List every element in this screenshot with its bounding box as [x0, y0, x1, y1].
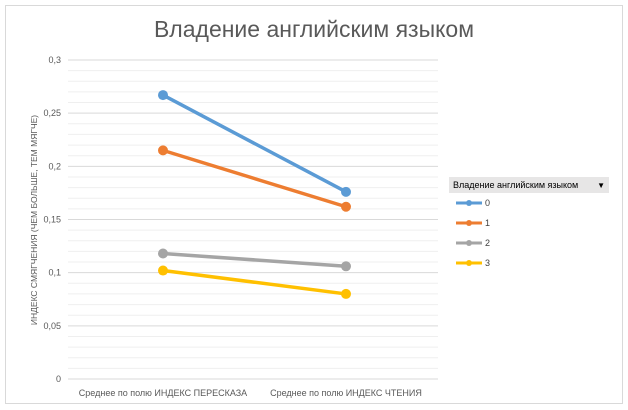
legend-item-3: 3: [449, 253, 609, 273]
y-tick-label: 0,25: [43, 108, 61, 118]
x-tick-label: Среднее по полю ИНДЕКС ПЕРЕСКАЗА: [79, 388, 247, 398]
data-point-series-1: [158, 145, 168, 156]
legend-filter-header[interactable]: Владение английским языком ▼: [449, 177, 609, 193]
series-line-1: [161, 148, 348, 209]
data-point-series-3: [158, 265, 168, 276]
y-axis-title: ИНДЕКС СМЯГЧЕНИЯ (ЧЕМ БОЛЬШЕ, ТЕМ МЯГЧЕ): [29, 115, 39, 325]
y-tick-label: 0,15: [43, 215, 61, 225]
data-point-series-2: [341, 261, 351, 272]
y-tick-label: 0,1: [48, 268, 61, 278]
legend: Владение английским языком ▼ 0 1 2 3: [449, 177, 609, 273]
y-tick-label: 0,2: [48, 161, 61, 171]
legend-label: 1: [485, 218, 491, 228]
legend-marker-icon: [456, 220, 482, 226]
series-line-0: [161, 93, 348, 194]
legend-marker-icon: [456, 260, 482, 266]
chart-frame: [5, 5, 623, 404]
data-point-series-0: [341, 186, 351, 197]
legend-item-2: 2: [449, 233, 609, 253]
legend-item-1: 1: [449, 213, 609, 233]
series-line-2: [161, 251, 348, 269]
legend-label: 0: [485, 198, 491, 208]
chart-title: Владение английским языком: [153, 16, 475, 42]
data-point-series-2: [158, 248, 168, 259]
y-tick-label: 0,3: [48, 55, 61, 65]
y-tick-label: 0,05: [43, 321, 61, 331]
legend-label: 2: [485, 238, 491, 248]
y-tick-label: 0: [56, 374, 61, 384]
data-point-series-3: [341, 288, 351, 299]
data-point-series-0: [158, 90, 168, 101]
series-line-3: [161, 268, 348, 296]
x-tick-label: Среднее по полю ИНДЕКС ЧТЕНИЯ: [270, 388, 422, 398]
data-point-series-1: [341, 201, 351, 212]
legend-label: 3: [485, 258, 491, 268]
legend-title: Владение английским языком: [453, 180, 579, 190]
legend-marker-icon: [456, 200, 482, 206]
legend-marker-icon: [456, 240, 482, 246]
dropdown-arrow-icon[interactable]: ▼: [597, 180, 605, 190]
legend-item-0: 0: [449, 193, 609, 213]
